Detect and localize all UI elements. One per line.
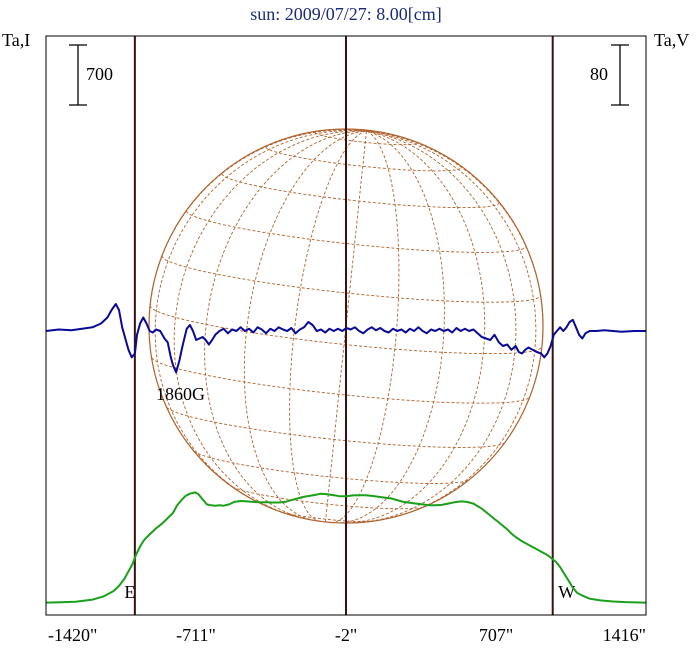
- longitude-gridline: [366, 130, 537, 518]
- longitude-gridline: [149, 129, 367, 306]
- latitude-gridline: [161, 255, 542, 303]
- longitude-gridline: [330, 130, 400, 523]
- latitude-gridline: [265, 146, 463, 172]
- marker-label-e: E: [124, 582, 135, 602]
- x-tick-label: -2": [335, 625, 357, 645]
- polarization-series-line: [45, 303, 646, 374]
- longitude-gridline: [173, 130, 367, 516]
- plot-frame: [45, 35, 647, 616]
- longitude-gridline: [366, 130, 544, 347]
- longitude-gridline: [360, 130, 517, 523]
- x-tick-label: -711": [176, 625, 216, 645]
- longitude-gridline: [340, 130, 445, 524]
- marker-label-w: W: [558, 582, 575, 602]
- data-series: [45, 303, 647, 604]
- longitude-gridline: [289, 130, 367, 522]
- longitude-gridline: [204, 130, 367, 519]
- longitude-gridline: [243, 130, 367, 520]
- annotations: 1860G: [156, 384, 205, 404]
- polarization-scale-label: 80: [590, 64, 608, 84]
- x-tick-label: 1416": [603, 625, 646, 645]
- longitude-gridline: [324, 130, 367, 522]
- x-tick-label: -1420": [48, 625, 97, 645]
- polarization-scale-bar: 80: [590, 44, 629, 106]
- field-strength-annotation: 1860G: [156, 384, 205, 404]
- intensity-scale-bar: 700: [69, 44, 113, 106]
- x-tick-label: 707": [479, 625, 513, 645]
- intensity-series-line: [45, 491, 647, 604]
- latitude-gridline: [151, 357, 530, 404]
- longitude-gridline: [154, 129, 367, 504]
- right-axis-label: Ta,V: [654, 30, 689, 50]
- left-axis-label: Ta,I: [2, 30, 30, 50]
- x-tick-labels: -1420" -711" -2" 707" 1416": [48, 625, 646, 645]
- solar-disk-grid: [148, 128, 544, 524]
- intensity-scale-label: 700: [86, 64, 113, 84]
- chart-title: sun: 2009/07/27: 8.00[cm]: [250, 4, 442, 24]
- latitude-gridline: [193, 450, 470, 484]
